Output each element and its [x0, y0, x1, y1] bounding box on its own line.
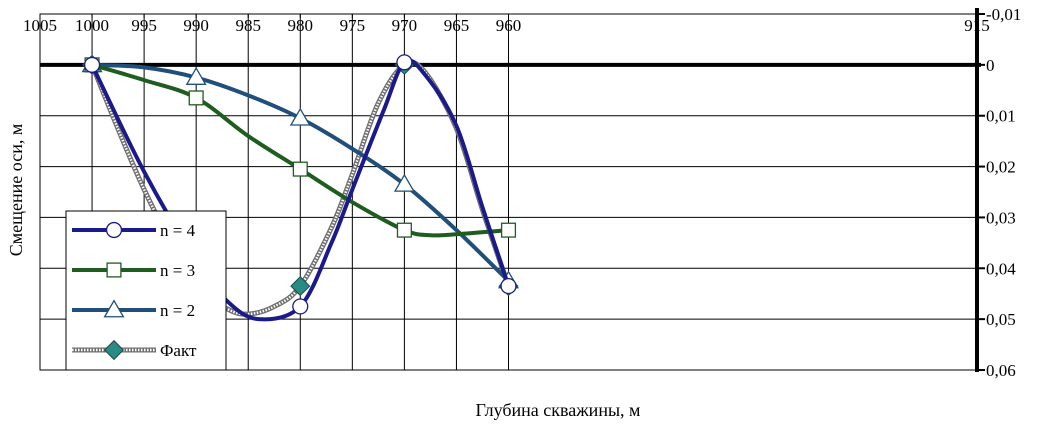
x-tick-label: 1000: [75, 16, 109, 35]
series-0-point: [83, 56, 101, 73]
y-tick-label: 0,04: [986, 259, 1016, 278]
x-axis-title: Глубина скважины, м: [476, 400, 641, 420]
series-1-point: [292, 161, 308, 177]
legend-entry: Факт: [72, 339, 197, 361]
legend-label: Факт: [160, 341, 197, 360]
series-2-point: [289, 107, 311, 126]
legend-box: [65, 210, 227, 371]
x-tick-label: 965: [444, 16, 470, 35]
x-tick-label: 980: [288, 16, 314, 35]
series-1-point: [396, 222, 412, 238]
x-tick-label: 970: [392, 16, 418, 35]
y-axis-title: Смещение оси, м: [6, 124, 26, 256]
legend-label: n = 3: [160, 261, 195, 280]
legend-label: n = 4: [160, 221, 196, 240]
legend-entry: n = 2: [72, 299, 195, 320]
x-tick-label: 990: [183, 16, 209, 35]
y-tick-label: 0,01: [986, 107, 1016, 126]
series-3-point: [290, 276, 311, 297]
series-0-point: [292, 298, 309, 315]
series-2-point: [393, 173, 415, 192]
x-tick-label: 1005: [23, 16, 57, 35]
y-tick-label: 0,02: [986, 158, 1016, 177]
x-tick-label: 975: [340, 16, 366, 35]
series-1-point: [188, 90, 204, 106]
x-tick-label: 985: [235, 16, 261, 35]
legend-label: n = 2: [160, 301, 195, 320]
legend: n = 4 n = 3 n = 2 Факт: [65, 210, 227, 371]
legend-marker: [106, 262, 122, 278]
y-tick-label: 0,06: [986, 361, 1016, 380]
y-tick-label: 0: [986, 56, 995, 75]
legend-entry: n = 4: [72, 221, 196, 240]
axes: 1005 1000 995 990 985 980 975 970 965 960 915-0,01…: [23, 5, 1021, 380]
x-tick-label: 960: [496, 16, 522, 35]
legend-marker: [103, 299, 125, 318]
series-1-line: [90, 62, 511, 238]
legend-entry: n = 3: [72, 261, 195, 280]
legend-marker: [103, 339, 125, 361]
x-tick-label: 995: [131, 16, 157, 35]
legend-marker: [105, 221, 123, 239]
x-tick-label: 915: [964, 16, 990, 35]
series-0-point: [500, 277, 517, 295]
series-0-point: [396, 54, 413, 71]
y-tick-label: -0,01: [986, 5, 1021, 24]
y-tick-label: 0,05: [986, 310, 1016, 329]
y-tick-label: 0,03: [986, 208, 1016, 227]
series-2-point: [185, 66, 207, 85]
series-1-point: [500, 222, 517, 238]
